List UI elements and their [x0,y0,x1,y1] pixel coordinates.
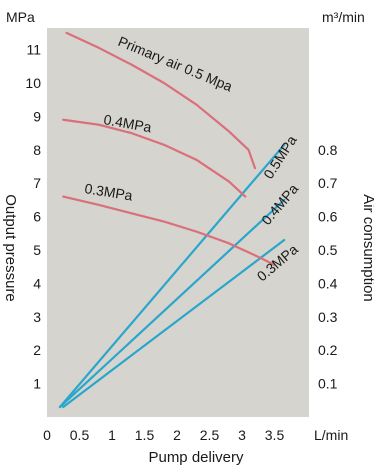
left-tick-label: 11 [26,42,41,58]
left-axis-title: Output pressure [2,194,19,302]
air-line-2 [62,238,286,409]
left-tick-label: 2 [33,342,41,358]
right-tick-label: 0.1 [318,376,338,392]
right-tick-label: 0.5 [318,242,338,258]
air-consumption-lines [58,143,286,409]
right-axis-ticks: 0.1 0.2 0.3 0.4 0.5 0.6 0.7 0.8 [318,142,338,392]
pressure-curve-1 [62,118,247,198]
air-line-0 [58,143,286,409]
left-tick-label: 7 [33,175,41,191]
left-axis-ticks: 1 2 3 4 5 6 7 8 9 10 11 [25,42,41,392]
pressure-curve-0 [65,31,257,170]
air-line-1 [58,198,286,409]
left-tick-label: 4 [33,275,41,291]
left-tick-label: 3 [33,309,41,325]
x-tick-label: 1.5 [135,427,155,443]
x-tick-label: 0 [43,427,51,443]
x-tick-label: 3.5 [265,427,285,443]
x-axis-unit: L/min [314,427,348,443]
left-axis-unit: MPa [6,9,35,25]
right-tick-label: 0.3 [318,309,338,325]
right-tick-label: 0.8 [318,142,338,158]
left-tick-label: 5 [33,242,41,258]
x-tick-label: 2.5 [200,427,220,443]
right-axis-unit: m³/min [322,9,365,25]
left-tick-label: 9 [33,108,41,124]
x-tick-label: 1 [108,427,116,443]
x-tick-label: 2 [173,427,181,443]
x-tick-label: 0.5 [70,427,90,443]
pressure-curve-label-2: 0.3MPa [84,180,134,203]
left-tick-label: 6 [33,209,41,225]
right-tick-label: 0.6 [318,209,338,225]
pressure-curve-2 [62,195,276,267]
left-tick-label: 8 [33,142,41,158]
left-tick-label: 10 [25,75,41,91]
x-axis-ticks: 0 0.5 1 1.5 2 2.5 3 3.5 [43,427,284,443]
right-axis-title: Air consumption [360,194,374,302]
x-tick-label: 3 [238,427,246,443]
x-axis-title: Pump delivery [148,449,244,466]
left-tick-label: 1 [33,376,41,392]
right-tick-label: 0.7 [318,175,338,191]
output-pressure-curves [62,31,276,267]
right-tick-label: 0.2 [318,342,338,358]
right-tick-label: 0.4 [318,275,338,291]
